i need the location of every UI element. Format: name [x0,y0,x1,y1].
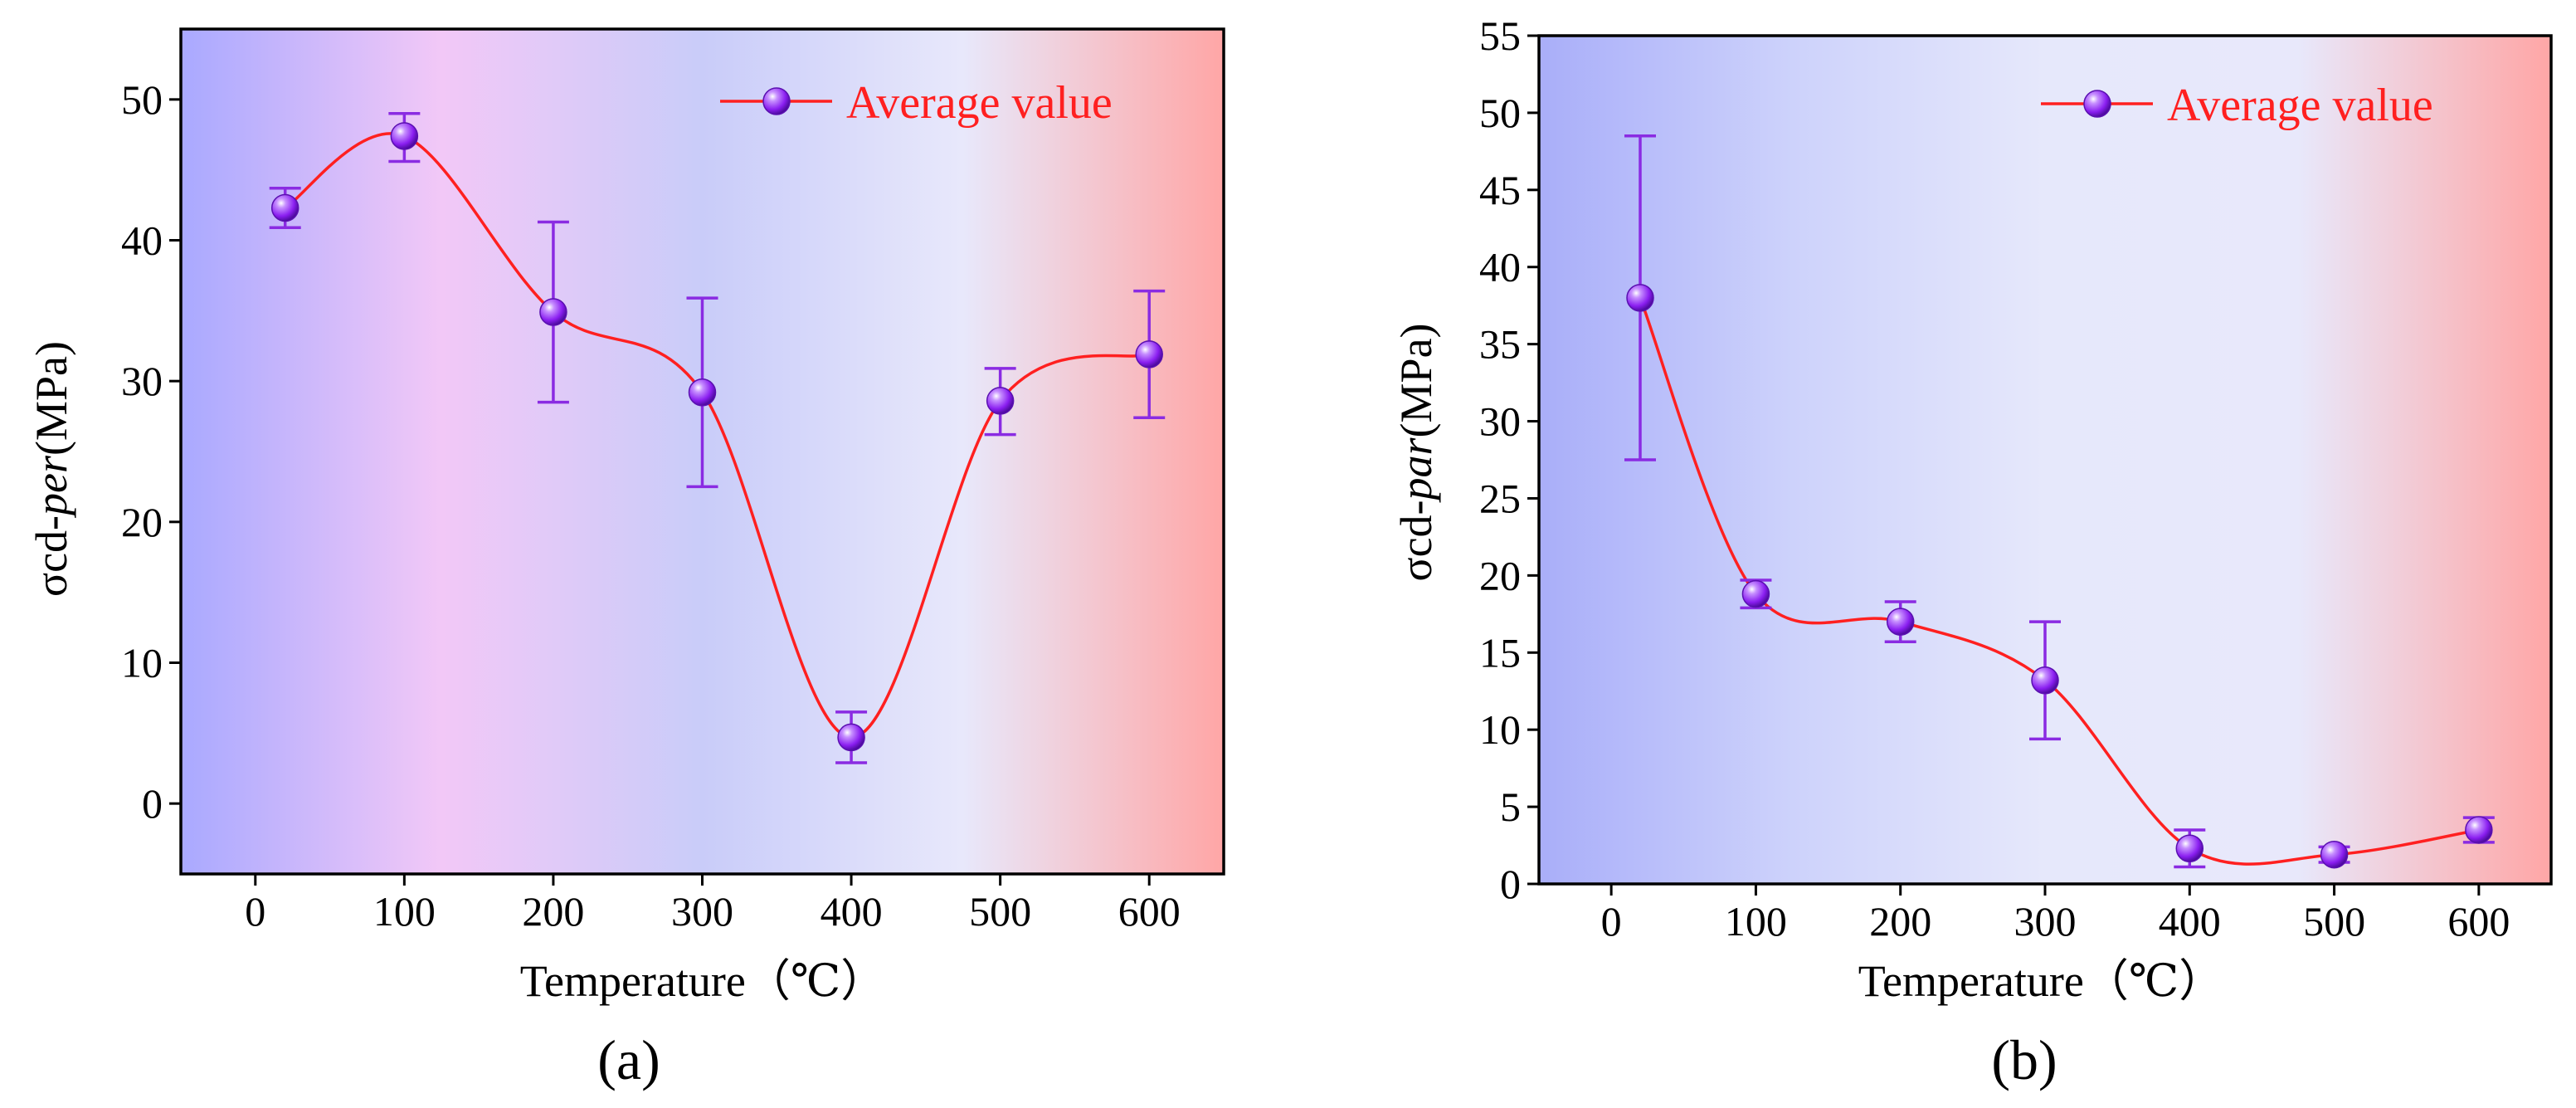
x-tick-label: 600 [2447,898,2510,944]
y-tick-label: 50 [121,76,163,123]
x-tick-label: 0 [245,888,265,935]
data-point [1626,284,1654,312]
chart-panel-b: (b) Temperature（℃） σcd-par(MPa) 0 100 200 3… [1391,12,2553,1091]
data-point [1741,579,1770,608]
data-point [2465,816,2493,844]
x-tick-label: 300 [2014,898,2077,944]
panel-a-label: (a) [597,1028,660,1091]
y-tick-label: 5 [1500,783,1521,830]
y-tick-label: 55 [1479,12,1521,59]
legend-label: Average value [846,77,1113,129]
data-point [1135,340,1163,369]
data-point [2175,834,2204,863]
series-line-average-value [284,132,1150,739]
data-point [539,298,567,326]
x-tick-label: 500 [2303,898,2365,944]
y-tick-label: 30 [1479,398,1521,445]
y-tick-label: 10 [1479,706,1521,753]
x-tick-label: 200 [1869,898,1931,944]
x-tick-label: 400 [2159,898,2221,944]
y-tick-label: 10 [121,640,163,686]
legend-marker [762,87,791,115]
data-point [2320,840,2349,869]
legend: Average value [2041,80,2433,131]
plot-frame [179,27,1225,876]
panel-b-x-axis-label: Temperature（℃） [1858,956,2223,1006]
data-point [837,723,865,752]
legend-label: Average value [2167,80,2433,131]
y-tick-label: 40 [121,217,163,264]
y-tick-label: 45 [1479,167,1521,213]
y-tick-label: 25 [1479,475,1521,521]
y-tick-label: 50 [1479,90,1521,136]
x-tick-label: 600 [1118,888,1181,935]
plot-frame [1537,34,2553,886]
plot-area-background [1539,36,2551,884]
y-tick-label: 30 [121,358,163,404]
data-point [986,387,1015,415]
x-tick-label: 200 [522,888,584,935]
x-tick-label: 500 [969,888,1031,935]
panel-a-y-axis-label: σcd-per(MPa) [27,341,76,597]
data-point [2031,666,2059,695]
x-tick-label: 100 [373,888,436,935]
data-point [390,122,419,150]
data-point [1886,608,1915,636]
x-tick-label: 300 [671,888,733,935]
y-tick-label: 40 [1479,244,1521,290]
legend: Average value [720,77,1113,129]
y-tick-label: 20 [1479,552,1521,598]
y-tick-label: 0 [1500,861,1521,907]
panel-b-label: (b) [1991,1028,2057,1091]
y-tick-label: 15 [1479,629,1521,676]
legend-marker [2083,90,2111,118]
data-point [270,193,299,222]
chart-panel-a: (a) Temperature（℃） σcd-per(MPa) 0 100 200 3… [27,27,1225,1091]
y-tick-label: 20 [121,499,163,545]
y-tick-label: 0 [142,780,163,827]
y-tick-label: 35 [1479,321,1521,368]
x-tick-label: 100 [1725,898,1787,944]
panel-b-y-axis-label: σcd-par(MPa) [1391,323,1441,581]
x-tick-label: 400 [821,888,883,935]
x-tick-label: 0 [1601,898,1622,944]
data-point [688,378,717,407]
panel-a-x-axis-label: Temperature（℃） [520,956,885,1006]
